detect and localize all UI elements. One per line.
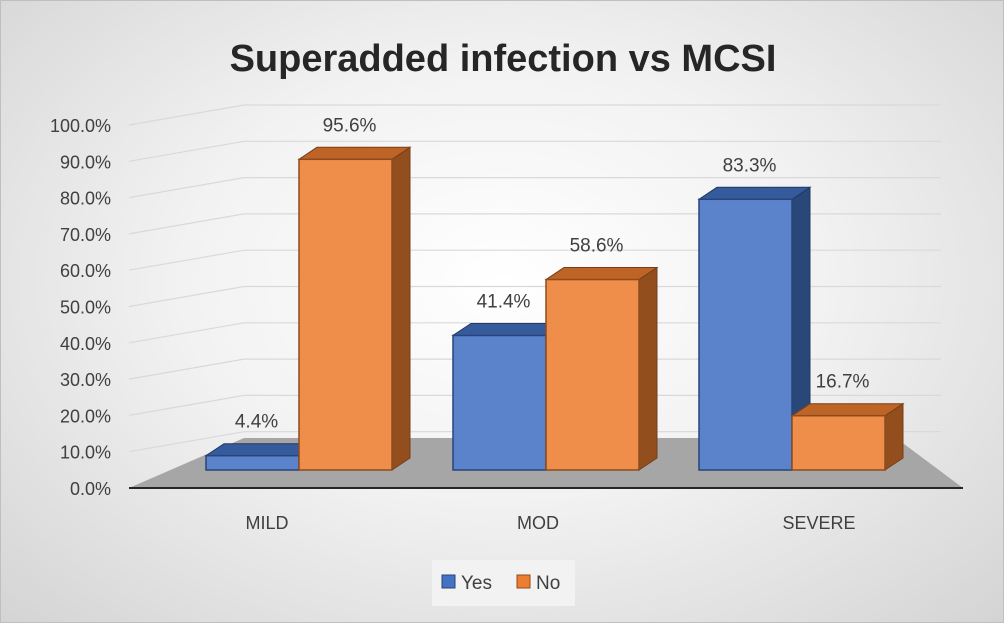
bar-side-face xyxy=(391,146,411,471)
y-tick-label: 90.0% xyxy=(60,152,111,172)
bar-front-face xyxy=(791,414,886,471)
chart-title: Superadded infection vs MCSI xyxy=(230,38,777,80)
x-axis-category-labels: MILD MOD SEVERE xyxy=(245,513,855,533)
gridline xyxy=(128,249,941,271)
legend-swatch-no xyxy=(516,574,531,589)
x-category-label: MOD xyxy=(517,513,559,533)
bar-top-face xyxy=(697,186,812,200)
y-tick-label: 10.0% xyxy=(60,443,111,463)
legend-box xyxy=(432,560,575,606)
gridline xyxy=(128,213,941,235)
y-tick-label: 50.0% xyxy=(60,298,111,318)
gridline xyxy=(128,285,941,308)
legend: Yes No xyxy=(432,560,575,606)
bar-severe-no xyxy=(790,402,905,471)
y-tick-label: 100.0% xyxy=(50,116,111,136)
bar-front-face xyxy=(452,334,547,471)
gridline xyxy=(128,177,941,199)
y-tick-label: 0.0% xyxy=(70,479,111,499)
y-tick-label: 80.0% xyxy=(60,189,111,209)
data-labels: 4.4% 95.6% 41.4% 58.6% 83.3% 16.7% xyxy=(235,115,870,432)
data-label: 58.6% xyxy=(570,236,624,257)
bar-top-face xyxy=(790,403,905,417)
legend-label-no: No xyxy=(536,573,560,594)
bar-top-face xyxy=(544,267,659,281)
x-category-label: MILD xyxy=(245,513,288,533)
x-category-label: SEVERE xyxy=(782,513,855,533)
data-label: 83.3% xyxy=(723,155,777,176)
y-axis-tick-labels: 0.0% 10.0% 20.0% 30.0% 40.0% 50.0% 60.0% 70.0% 8… xyxy=(50,116,111,499)
bar-front-face xyxy=(698,198,793,471)
data-label: 4.4% xyxy=(235,412,278,433)
y-tick-label: 70.0% xyxy=(60,225,111,245)
y-tick-label: 60.0% xyxy=(60,261,111,281)
bars xyxy=(204,146,905,471)
gridline xyxy=(128,140,941,162)
y-tick-label: 40.0% xyxy=(60,334,111,354)
y-tick-label: 30.0% xyxy=(60,370,111,390)
bar-mild-no xyxy=(297,146,412,471)
bar-mod-no xyxy=(544,266,659,471)
bar-severe-yes xyxy=(697,186,812,471)
data-label: 41.4% xyxy=(477,291,531,312)
bar-front-face xyxy=(545,278,640,471)
legend-label-yes: Yes xyxy=(461,573,492,594)
gridline xyxy=(128,104,941,126)
data-label: 95.6% xyxy=(323,115,377,136)
y-tick-label: 20.0% xyxy=(60,406,111,426)
bar-front-face xyxy=(205,454,300,471)
legend-swatch-yes xyxy=(441,574,456,589)
bar-side-face xyxy=(638,266,658,471)
bar-front-face xyxy=(298,158,393,471)
data-label: 16.7% xyxy=(816,372,870,393)
gridlines xyxy=(128,104,941,453)
bar-top-face xyxy=(297,146,412,160)
